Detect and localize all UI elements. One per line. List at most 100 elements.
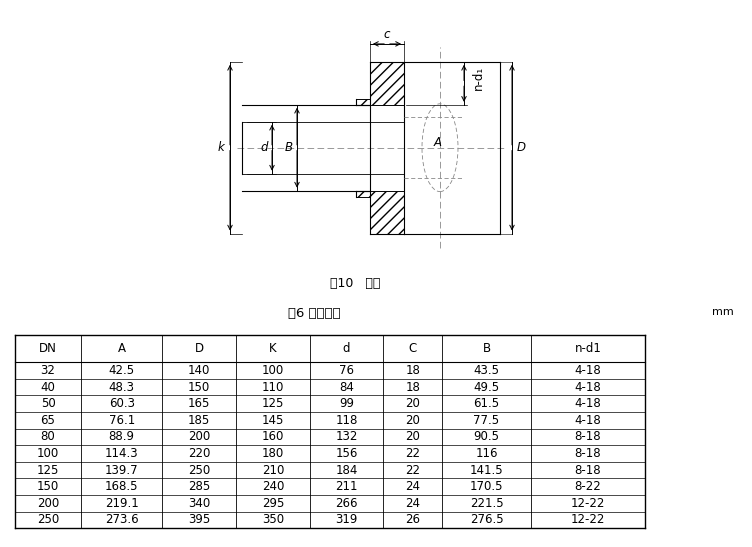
- Text: K: K: [269, 342, 277, 355]
- Text: 395: 395: [188, 514, 211, 527]
- Text: 80: 80: [41, 430, 56, 444]
- Text: 40: 40: [41, 381, 56, 394]
- Text: 350: 350: [262, 514, 284, 527]
- Text: 22: 22: [405, 464, 420, 476]
- Text: 168.5: 168.5: [105, 480, 138, 493]
- Text: 240: 240: [262, 480, 284, 493]
- Text: 132: 132: [335, 430, 358, 444]
- Text: 185: 185: [188, 414, 211, 427]
- Text: 145: 145: [262, 414, 284, 427]
- Text: A: A: [434, 136, 442, 149]
- Text: 65: 65: [41, 414, 56, 427]
- Text: 图10   法兰: 图10 法兰: [330, 277, 381, 290]
- Text: 8-18: 8-18: [575, 430, 601, 444]
- Text: 4-18: 4-18: [575, 364, 602, 377]
- Text: 125: 125: [262, 397, 284, 410]
- Text: 118: 118: [335, 414, 358, 427]
- Text: 26: 26: [405, 514, 420, 527]
- Text: 273.6: 273.6: [105, 514, 138, 527]
- Text: d: d: [260, 141, 268, 154]
- Bar: [370, 62, 404, 105]
- Text: 4-18: 4-18: [575, 381, 602, 394]
- Text: 100: 100: [262, 364, 284, 377]
- Text: 88.9: 88.9: [109, 430, 135, 444]
- Text: 200: 200: [37, 497, 59, 510]
- Text: 61.5: 61.5: [474, 397, 499, 410]
- Text: 295: 295: [262, 497, 284, 510]
- Text: 32: 32: [41, 364, 56, 377]
- Text: 150: 150: [188, 381, 211, 394]
- Text: DN: DN: [39, 342, 57, 355]
- Text: 20: 20: [405, 414, 420, 427]
- Text: d: d: [343, 342, 350, 355]
- Text: 139.7: 139.7: [105, 464, 138, 476]
- Text: 48.3: 48.3: [109, 381, 135, 394]
- Text: 42.5: 42.5: [109, 364, 135, 377]
- Text: 276.5: 276.5: [470, 514, 503, 527]
- Text: 141.5: 141.5: [470, 464, 503, 476]
- Text: 18: 18: [405, 364, 420, 377]
- Text: D: D: [195, 342, 204, 355]
- Text: 8-18: 8-18: [575, 464, 601, 476]
- Text: n-d₁: n-d₁: [472, 66, 484, 90]
- Text: 24: 24: [405, 480, 420, 493]
- Text: 43.5: 43.5: [474, 364, 499, 377]
- Text: B: B: [483, 342, 490, 355]
- Text: B: B: [285, 141, 293, 154]
- Text: 180: 180: [262, 447, 284, 460]
- Text: 8-22: 8-22: [575, 480, 602, 493]
- Text: 184: 184: [335, 464, 358, 476]
- Bar: [370, 190, 404, 234]
- Text: 20: 20: [405, 397, 420, 410]
- Text: 4-18: 4-18: [575, 397, 602, 410]
- Text: 200: 200: [188, 430, 211, 444]
- Text: 220: 220: [188, 447, 211, 460]
- Text: mm: mm: [711, 307, 733, 317]
- Text: 319: 319: [335, 514, 358, 527]
- Text: 156: 156: [335, 447, 358, 460]
- Text: 114.3: 114.3: [105, 447, 138, 460]
- Text: 221.5: 221.5: [470, 497, 503, 510]
- Text: 165: 165: [188, 397, 211, 410]
- Text: C: C: [409, 342, 417, 355]
- Text: 12-22: 12-22: [571, 497, 605, 510]
- Text: 12-22: 12-22: [571, 514, 605, 527]
- Text: 84: 84: [339, 381, 354, 394]
- Text: 219.1: 219.1: [105, 497, 138, 510]
- Text: 76.1: 76.1: [108, 414, 135, 427]
- Text: 150: 150: [37, 480, 59, 493]
- Text: 170.5: 170.5: [470, 480, 503, 493]
- Text: 60.3: 60.3: [109, 397, 135, 410]
- Text: 250: 250: [37, 514, 59, 527]
- Text: D: D: [517, 141, 526, 154]
- Text: 76: 76: [339, 364, 354, 377]
- Text: 18: 18: [405, 381, 420, 394]
- Text: 99: 99: [339, 397, 354, 410]
- Text: 24: 24: [405, 497, 420, 510]
- Text: 90.5: 90.5: [474, 430, 499, 444]
- Text: c: c: [384, 28, 390, 42]
- Text: 285: 285: [188, 480, 211, 493]
- Text: 266: 266: [335, 497, 358, 510]
- Text: n-d1: n-d1: [575, 342, 602, 355]
- Text: 210: 210: [262, 464, 284, 476]
- Text: 50: 50: [41, 397, 56, 410]
- Text: 140: 140: [188, 364, 211, 377]
- Text: 100: 100: [37, 447, 59, 460]
- Text: 250: 250: [188, 464, 211, 476]
- Text: 22: 22: [405, 447, 420, 460]
- Text: 116: 116: [475, 447, 498, 460]
- Text: 110: 110: [262, 381, 284, 394]
- Text: 8-18: 8-18: [575, 447, 601, 460]
- Text: 49.5: 49.5: [474, 381, 499, 394]
- Text: 4-18: 4-18: [575, 414, 602, 427]
- Text: 表6 法兰尺寸: 表6 法兰尺寸: [287, 307, 340, 320]
- Text: 20: 20: [405, 430, 420, 444]
- Text: A: A: [118, 342, 126, 355]
- Text: 160: 160: [262, 430, 284, 444]
- Text: 77.5: 77.5: [474, 414, 499, 427]
- Text: 125: 125: [37, 464, 59, 476]
- Text: 340: 340: [188, 497, 211, 510]
- Text: 211: 211: [335, 480, 358, 493]
- Text: k: k: [217, 141, 224, 154]
